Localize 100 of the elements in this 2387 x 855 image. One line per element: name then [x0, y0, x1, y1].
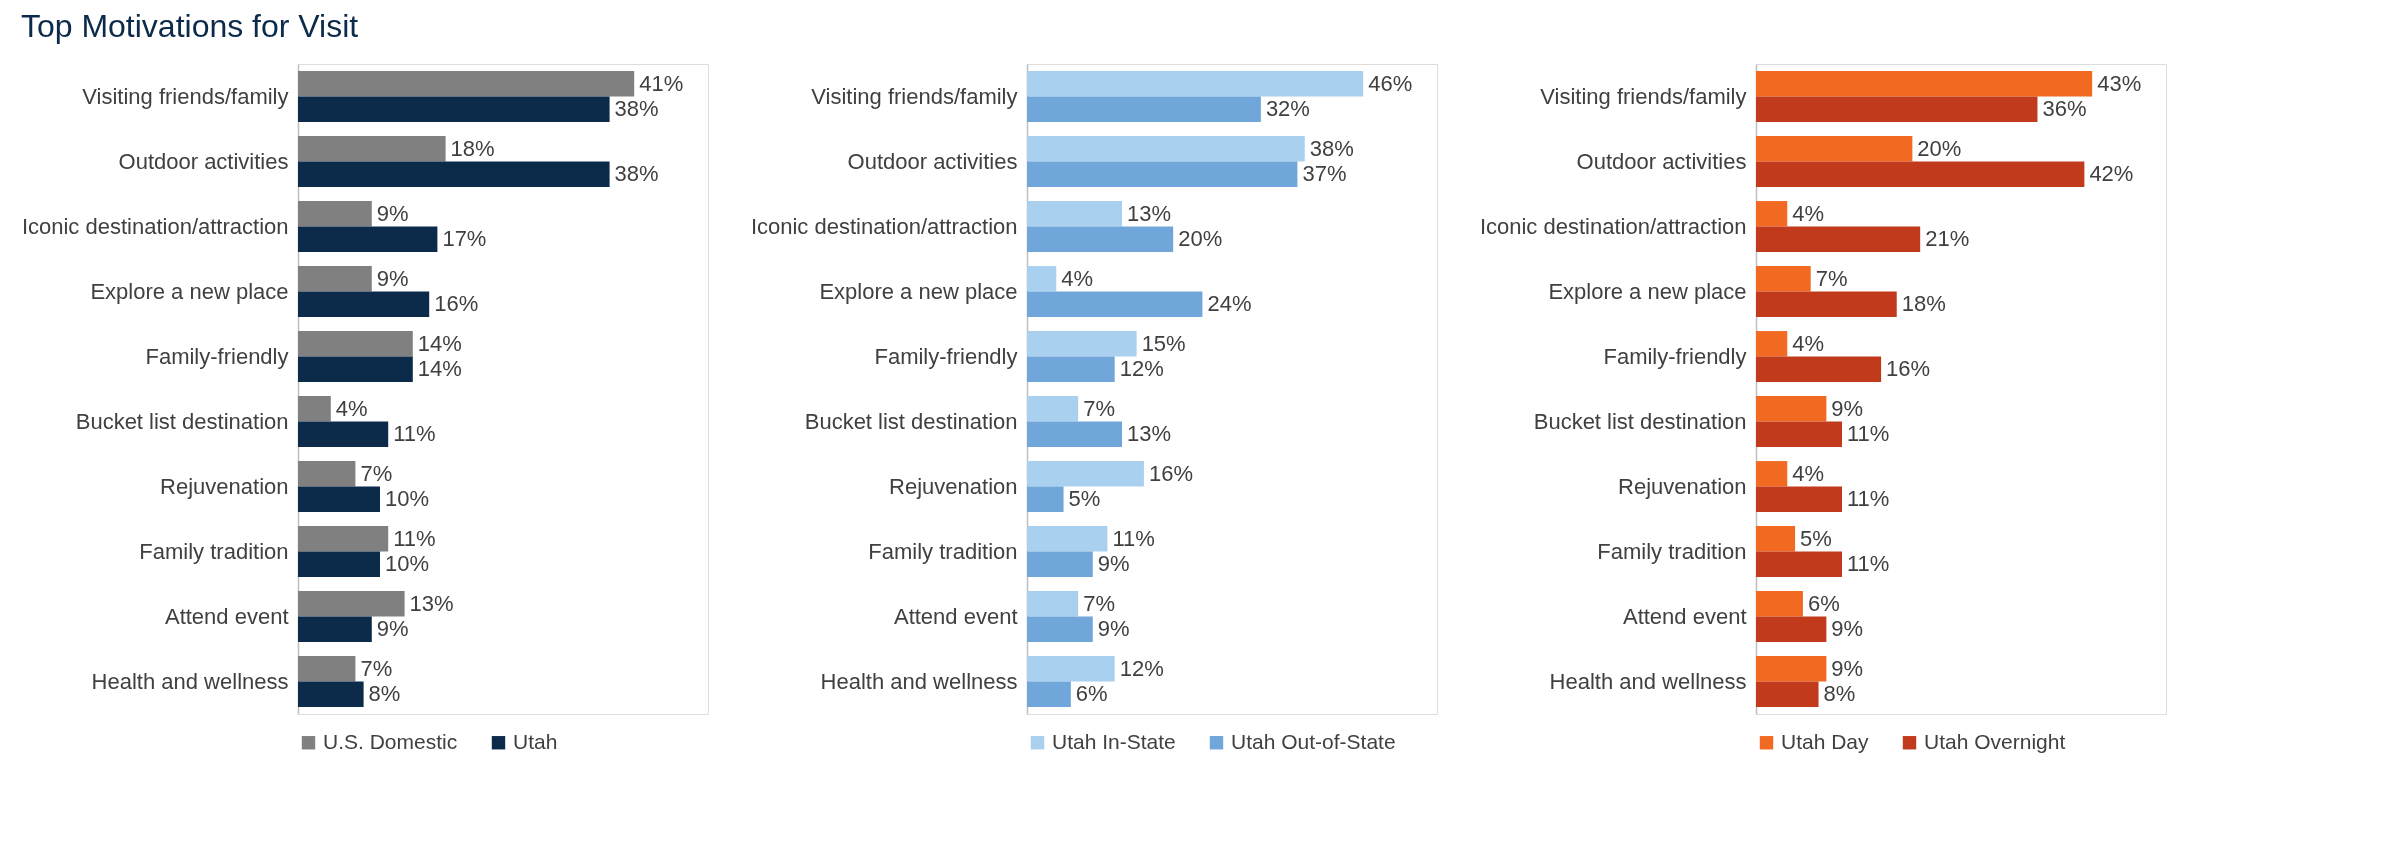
bar	[1027, 396, 1079, 422]
data-label: 11%	[393, 525, 436, 551]
y-tick-label: Iconic destination/attraction	[1479, 213, 1747, 239]
bar	[298, 526, 389, 552]
bar	[298, 551, 380, 577]
y-tick-label: Family tradition	[139, 538, 289, 564]
bar	[1756, 616, 1827, 642]
data-label: 9%	[376, 265, 409, 291]
y-tick-label: Attend event	[1622, 603, 1747, 629]
y-tick-label: Family-friendly	[874, 343, 1018, 369]
bar	[1756, 591, 1803, 617]
bar	[1027, 591, 1079, 617]
bar	[1027, 96, 1261, 122]
bar	[1756, 461, 1788, 487]
data-label: 16%	[1148, 460, 1193, 486]
data-label: 8%	[1823, 681, 1856, 707]
data-label: 9%	[1831, 395, 1864, 421]
data-label: 10%	[385, 486, 430, 512]
bar	[298, 486, 380, 512]
y-tick-label: Health and wellness	[91, 668, 289, 694]
data-label: 12%	[1119, 655, 1164, 681]
data-label: 20%	[1917, 135, 1962, 161]
legend-label: Utah Out-of-State	[1231, 729, 1396, 753]
bar	[1756, 681, 1819, 707]
data-label: 14%	[417, 330, 462, 356]
bar	[1756, 656, 1827, 682]
y-tick-label: Outdoor activities	[118, 148, 289, 174]
chart-title: Top Motivations for Visit	[20, 7, 359, 44]
bar	[1027, 681, 1071, 707]
data-label: 42%	[2089, 161, 2134, 187]
data-label: 43%	[2097, 70, 2142, 96]
bar	[1756, 71, 2093, 97]
y-tick-label: Explore a new place	[819, 278, 1018, 304]
data-label: 13%	[1127, 200, 1172, 226]
bar	[1027, 486, 1064, 512]
data-label: 37%	[1302, 161, 1347, 187]
bar	[1027, 71, 1364, 97]
data-label: 41%	[639, 70, 684, 96]
y-tick-label: Outdoor activities	[847, 148, 1018, 174]
data-label: 4%	[1061, 265, 1094, 291]
data-label: 17%	[442, 226, 487, 252]
legend-label: Utah Overnight	[1924, 729, 2066, 753]
bar	[1027, 266, 1057, 292]
data-label: 16%	[1886, 356, 1931, 382]
data-label: 11%	[1847, 421, 1890, 447]
data-label: 13%	[1127, 421, 1172, 447]
y-tick-label: Family-friendly	[145, 343, 289, 369]
bar	[298, 421, 389, 447]
data-label: 5%	[1800, 525, 1832, 551]
y-tick-label: Explore a new place	[90, 278, 289, 304]
bar	[1027, 526, 1108, 552]
data-label: 11%	[1847, 486, 1890, 512]
bar	[1756, 331, 1788, 357]
bar	[1756, 201, 1788, 227]
legend-label: Utah In-State	[1052, 729, 1176, 753]
legend-label: U.S. Domestic	[323, 729, 458, 753]
bar	[1756, 291, 1897, 317]
bar	[1027, 551, 1093, 577]
y-tick-label: Bucket list destination	[75, 408, 289, 434]
bar	[1027, 226, 1174, 252]
y-tick-label: Visiting friends/family	[82, 83, 289, 109]
bar	[1027, 616, 1093, 642]
bar	[298, 616, 372, 642]
data-label: 5%	[1068, 486, 1101, 512]
data-label: 9%	[1831, 616, 1864, 642]
y-tick-label: Visiting friends/family	[1540, 83, 1747, 109]
y-tick-label: Visiting friends/family	[811, 83, 1018, 109]
bar	[1756, 526, 1796, 552]
y-tick-label: Bucket list destination	[1533, 408, 1747, 434]
y-tick-label: Explore a new place	[1548, 278, 1747, 304]
data-label: 46%	[1368, 70, 1413, 96]
data-label: 10%	[385, 551, 430, 577]
bar	[298, 656, 356, 682]
data-label: 38%	[614, 96, 659, 122]
data-label: 11%	[1847, 551, 1890, 577]
bar	[1756, 266, 1811, 292]
data-label: 38%	[1309, 135, 1354, 161]
bar	[298, 226, 438, 252]
y-tick-label: Family tradition	[868, 538, 1018, 564]
data-label: 24%	[1207, 291, 1252, 317]
data-label: 9%	[1831, 655, 1864, 681]
data-label: 7%	[360, 655, 393, 681]
y-tick-label: Family tradition	[1597, 538, 1747, 564]
bar	[298, 681, 364, 707]
data-label: 11%	[1112, 525, 1155, 551]
bar	[1756, 356, 1882, 382]
y-tick-label: Health and wellness	[1549, 668, 1747, 694]
data-label: 6%	[1807, 590, 1840, 616]
data-label: 20%	[1178, 226, 1223, 252]
data-label: 18%	[1901, 291, 1946, 317]
bar	[1027, 461, 1144, 487]
y-tick-label: Health and wellness	[820, 668, 1018, 694]
data-label: 11%	[393, 421, 436, 447]
bar	[1027, 201, 1123, 227]
bar	[298, 71, 635, 97]
bar	[298, 96, 610, 122]
data-label: 16%	[434, 291, 479, 317]
bar	[298, 201, 372, 227]
data-label: 9%	[1097, 616, 1130, 642]
data-label: 18%	[450, 135, 495, 161]
